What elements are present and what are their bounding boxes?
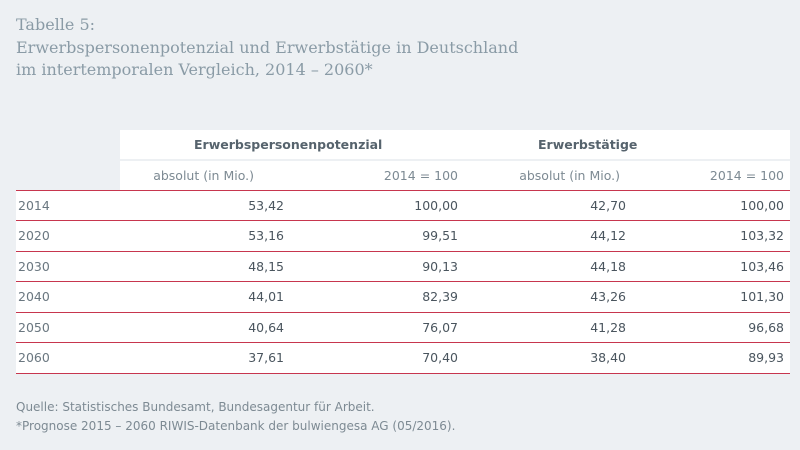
cell-erwerbstaetige-index: 103,32 [632,220,791,251]
cell-erwerbstaetige-absolut: 44,12 [464,220,632,251]
subheader-absolut-2: absolut (in Mio.) [464,159,632,190]
cell-potenzial-absolut: 40,64 [120,311,290,343]
group-header-row: Erwerbspersonenpotenzial Erwerbstätige [16,130,791,160]
header-blank [16,130,120,160]
table-row: 2030 48,15 90,13 44,18 103,46 [16,250,791,282]
group-header-erwerbstaetige: Erwerbstätige [464,130,791,160]
cell-potenzial-index: 100,00 [290,189,464,221]
subheader-row: absolut (in Mio.) 2014 = 100 absolut (in… [16,159,791,190]
forecast-footnote: *Prognose 2015 – 2060 RIWIS-Datenbank de… [16,418,456,433]
year-cell: 2040 [16,281,120,312]
cell-potenzial-index: 99,51 [290,220,464,251]
year-cell: 2030 [16,250,120,282]
cell-erwerbstaetige-absolut: 43,26 [464,281,632,312]
cell-potenzial-absolut: 44,01 [120,281,290,312]
data-table: Erwerbspersonenpotenzial Erwerbstätige a… [16,130,791,374]
table-caption: Tabelle 5: Erwerbspersonenpotenzial und … [16,14,736,82]
cell-potenzial-index: 70,40 [290,342,464,374]
cell-potenzial-absolut: 37,61 [120,342,290,374]
subheader-index-2: 2014 = 100 [632,159,791,190]
cell-erwerbstaetige-index: 89,93 [632,342,791,374]
cell-erwerbstaetige-index: 103,46 [632,250,791,282]
year-cell: 2050 [16,311,120,343]
caption-title-line-2: im intertemporalen Vergleich, 2014 – 206… [16,60,373,79]
cell-potenzial-index: 82,39 [290,281,464,312]
cell-erwerbstaetige-absolut: 44,18 [464,250,632,282]
table-row: 2040 44,01 82,39 43,26 101,30 [16,281,791,312]
year-cell: 2060 [16,342,120,374]
cell-potenzial-absolut: 53,16 [120,220,290,251]
subheader-absolut-1: absolut (in Mio.) [120,159,290,190]
table-row: 2060 37,61 70,40 38,40 89,93 [16,342,791,374]
year-cell: 2020 [16,220,120,251]
table-body: 2014 53,42 100,00 42,70 100,00 2020 53,1… [16,189,791,374]
cell-potenzial-absolut: 48,15 [120,250,290,282]
cell-potenzial-absolut: 53,42 [120,189,290,221]
cell-potenzial-index: 76,07 [290,311,464,343]
cell-erwerbstaetige-index: 101,30 [632,281,791,312]
table-footer: Quelle: Statistisches Bundesamt, Bundesa… [16,398,776,435]
cell-erwerbstaetige-index: 96,68 [632,311,791,343]
table-row: 2014 53,42 100,00 42,70 100,00 [16,189,791,221]
table-row: 2050 40,64 76,07 41,28 96,68 [16,311,791,343]
caption-title-line-1: Erwerbspersonenpotenzial und Erwerbstäti… [16,37,519,57]
cell-erwerbstaetige-index: 100,00 [632,189,791,221]
source-note: Quelle: Statistisches Bundesamt, Bundesa… [16,400,375,414]
year-cell: 2014 [16,189,120,221]
group-header-erwerbspersonenpotenzial: Erwerbspersonenpotenzial [120,130,464,160]
subheader-index-1: 2014 = 100 [290,159,464,190]
table-row: 2020 53,16 99,51 44,12 103,32 [16,220,791,251]
caption-label: Tabelle 5: [16,15,96,34]
subheader-blank [16,160,120,190]
cell-erwerbstaetige-absolut: 42,70 [464,189,632,221]
cell-potenzial-index: 90,13 [290,250,464,282]
cell-erwerbstaetige-absolut: 38,40 [464,342,632,374]
cell-erwerbstaetige-absolut: 41,28 [464,311,632,343]
